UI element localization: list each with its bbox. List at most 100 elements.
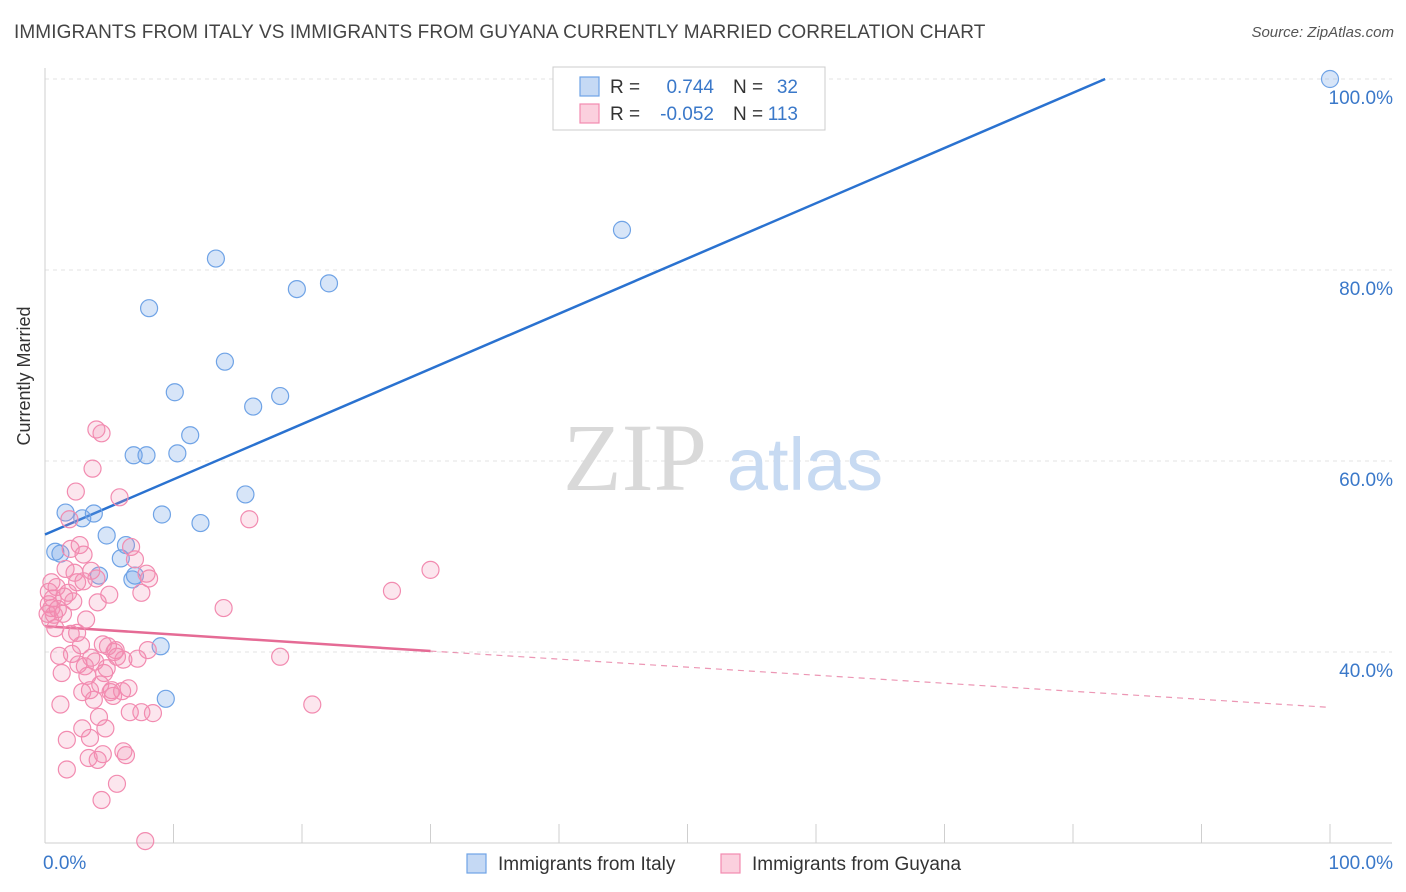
- y-tick-label: 60.0%: [1339, 470, 1393, 491]
- point-italy: [271, 386, 290, 406]
- point-guyana: [97, 659, 116, 678]
- point-italy: [287, 280, 306, 299]
- watermark-zip: ZIP: [563, 404, 707, 511]
- grid-lines: [45, 78, 1392, 653]
- point-guyana: [138, 640, 157, 660]
- point-guyana: [57, 730, 76, 749]
- trend-line-guyana-extension: [430, 650, 1331, 708]
- point-guyana: [66, 482, 85, 501]
- point-guyana: [132, 583, 151, 602]
- point-guyana: [80, 728, 100, 748]
- point-italy: [181, 426, 200, 445]
- legend-label-guyana: Immigrants from Guyana: [752, 854, 961, 875]
- point-guyana: [79, 748, 98, 768]
- stats-legend: R = 0.744 N = 32 R = -0.052 N = 113: [552, 66, 826, 131]
- point-italy: [84, 504, 103, 523]
- trend-lines: [44, 77, 1331, 708]
- stats-n-label-guyana: N =: [733, 104, 763, 125]
- y-tick-label: 40.0%: [1339, 661, 1393, 682]
- stats-r-label-guyana: R =: [610, 104, 640, 125]
- point-guyana: [382, 581, 402, 600]
- point-italy: [165, 383, 184, 402]
- point-guyana: [56, 559, 75, 579]
- point-guyana: [116, 746, 136, 765]
- point-guyana: [61, 624, 80, 643]
- point-guyana: [143, 704, 163, 723]
- legend-swatch-italy: [466, 853, 487, 874]
- point-italy: [206, 249, 226, 268]
- point-guyana: [421, 560, 440, 579]
- point-guyana: [137, 564, 156, 583]
- point-guyana: [57, 760, 76, 779]
- axes: [44, 68, 1392, 844]
- point-guyana: [303, 695, 322, 714]
- chart-title: IMMIGRANTS FROM ITALY VS IMMIGRANTS FROM…: [14, 22, 986, 43]
- point-guyana: [91, 675, 110, 694]
- source-label: Source: ZipAtlas.com: [1251, 24, 1394, 41]
- point-guyana: [110, 488, 129, 507]
- point-guyana: [52, 663, 71, 683]
- point-italy: [1320, 69, 1340, 89]
- tick-labels: 40.0% 60.0% 80.0% 100.0% 0.0% 100.0%: [43, 88, 1393, 874]
- stats-r-label-italy: R =: [610, 77, 640, 98]
- legend-swatch-guyana: [720, 853, 741, 874]
- stats-r-value-guyana: -0.052: [660, 104, 714, 125]
- point-guyana: [77, 610, 96, 629]
- point-guyana: [96, 719, 115, 738]
- point-guyana: [47, 577, 66, 597]
- trend-line-italy: [44, 77, 1106, 536]
- point-guyana: [106, 640, 125, 660]
- watermark-atlas: atlas: [727, 423, 883, 506]
- point-guyana: [51, 695, 70, 714]
- point-guyana: [64, 592, 83, 611]
- point-guyana: [92, 424, 111, 443]
- legend-label-italy: Immigrants from Italy: [498, 854, 676, 875]
- x-tick-label: 100.0%: [1329, 853, 1394, 874]
- stats-r-value-italy: 0.744: [666, 77, 714, 98]
- point-guyana: [136, 831, 155, 851]
- point-guyana: [240, 510, 259, 529]
- stats-n-value-italy: 32: [777, 77, 798, 98]
- x-tick-label: 0.0%: [43, 853, 86, 874]
- point-italy: [124, 446, 143, 465]
- point-guyana: [88, 750, 107, 770]
- point-italy: [168, 444, 187, 463]
- point-guyana: [74, 545, 93, 564]
- stats-n-label-italy: N =: [733, 77, 763, 98]
- trend-line-guyana: [44, 624, 431, 653]
- point-guyana: [71, 636, 91, 655]
- stats-swatch-italy: [579, 76, 600, 97]
- point-guyana: [125, 550, 145, 569]
- point-guyana: [84, 690, 103, 709]
- watermark: ZIP atlas: [563, 404, 883, 511]
- point-guyana: [89, 707, 109, 727]
- point-guyana: [68, 573, 87, 592]
- point-guyana: [139, 569, 159, 588]
- y-tick-label: 100.0%: [1329, 88, 1394, 109]
- point-guyana: [92, 790, 111, 810]
- point-italy: [319, 274, 339, 293]
- point-guyana: [73, 719, 92, 738]
- point-italy: [215, 352, 234, 371]
- point-guyana: [87, 569, 106, 588]
- point-italy: [125, 566, 145, 585]
- y-tick-label: 80.0%: [1339, 279, 1393, 300]
- point-guyana: [107, 774, 127, 793]
- point-guyana: [93, 745, 112, 764]
- point-guyana: [214, 598, 233, 618]
- point-italy: [139, 299, 159, 318]
- point-guyana: [114, 650, 133, 669]
- stats-n-value-guyana: 113: [768, 104, 798, 125]
- point-guyana: [100, 585, 119, 604]
- point-guyana: [70, 535, 89, 555]
- point-italy: [612, 220, 632, 239]
- point-italy: [73, 509, 92, 528]
- point-guyana: [119, 679, 138, 698]
- point-guyana: [83, 459, 102, 478]
- stats-swatch-guyana: [579, 103, 600, 124]
- data-points: [38, 69, 1340, 851]
- point-italy: [191, 513, 210, 533]
- point-guyana: [59, 583, 78, 602]
- point-guyana: [95, 663, 114, 683]
